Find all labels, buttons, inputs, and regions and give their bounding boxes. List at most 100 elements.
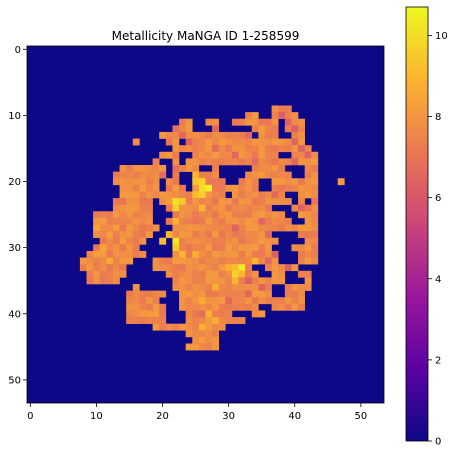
heatmap-cell [205,303,213,311]
heatmap-cell [251,184,259,192]
heatmap-cell [291,297,299,305]
heatmap-cell [278,171,286,179]
heatmap-cell [212,290,220,298]
heatmap-cell [192,178,200,186]
heatmap-cell [311,204,319,212]
heatmap-cell [192,231,200,239]
heatmap-cell [251,270,259,278]
heatmap-cell [218,198,226,205]
heatmap-cell [139,303,147,311]
heatmap-cell [112,211,120,219]
heatmap-cell [218,138,226,146]
heatmap-cell [132,297,140,305]
heatmap-cell [304,224,312,232]
heatmap-cell [284,217,292,225]
heatmap-cell [119,165,127,172]
heatmap-cell [152,290,160,298]
heatmap-cell [139,198,147,205]
heatmap-cell [185,257,193,265]
heatmap-cell [245,284,253,291]
heatmap-cell [198,198,206,205]
heatmap-cell [291,151,299,159]
heatmap-cell [311,165,319,172]
heatmap-cell [205,204,213,212]
heatmap-cell [271,237,279,245]
heatmap-cell [172,191,180,199]
heatmap-cell [245,184,253,192]
heatmap-cell [225,270,233,278]
heatmap-cell [93,257,101,265]
heatmap-cell [106,237,114,245]
heatmap-cell [231,151,239,159]
heatmap-cell [218,178,226,186]
heatmap-cell [192,323,200,331]
heatmap-cell [245,237,253,245]
heatmap-cell [225,250,233,258]
heatmap-cell [139,171,147,179]
heatmap-cell [139,217,147,225]
heatmap-cell [251,151,259,159]
heatmap-cell [225,264,233,272]
heatmap-cell [198,145,206,153]
heatmap-cell [86,277,94,285]
heatmap-cell [258,284,266,291]
heatmap-cell [238,290,246,298]
heatmap-cell [225,138,233,146]
heatmap-cell [192,310,200,318]
heatmap-cell [218,290,226,298]
heatmap-cell [251,310,259,318]
heatmap-cell [132,317,140,324]
heatmap-cell [139,224,147,232]
heatmap-cell [291,303,299,311]
heatmap-cell [185,290,193,298]
heatmap-cell [179,290,186,298]
heatmap-cell [225,231,233,239]
heatmap-cell [99,257,107,265]
heatmap-cell [93,277,101,285]
heatmap-cell [185,125,193,133]
heatmap-cell [212,224,220,232]
colorbar-tick-label: 4 [435,274,441,285]
heatmap-cell [238,204,246,212]
heatmap-cell [198,224,206,232]
y-tick-label: 0 [15,45,21,56]
heatmap-cell [106,277,114,285]
heatmap-cell [311,211,319,219]
heatmap-cell [245,257,253,265]
heatmap-cell [172,204,180,212]
heatmap-cell [251,303,259,311]
heatmap-cell [192,217,200,225]
heatmap-cell [212,237,220,245]
heatmap-cell [271,184,279,192]
heatmap-cell [304,178,312,186]
heatmap-cell [198,231,206,239]
heatmap-cell [93,270,101,278]
heatmap-cell [139,204,147,212]
heatmap-cell [218,317,226,324]
colorbar-tick-label: 0 [435,437,441,448]
x-tick-label: 10 [90,411,103,422]
heatmap-cell [185,317,193,324]
heatmap-cell [159,171,167,179]
heatmap-cell [139,184,147,192]
heatmap-cell [205,317,213,324]
heatmap-cell [278,158,286,166]
heatmap-cell [231,284,239,291]
heatmap-cell [304,284,312,291]
heatmap-cell [112,270,120,278]
heatmap-cell [311,250,319,258]
heatmap-cell [205,145,213,153]
heatmap-cell [205,217,213,225]
heatmap-cell [165,191,173,199]
heatmap-cell [251,198,259,205]
heatmap-cell [291,131,299,139]
heatmap-cell [119,184,127,192]
heatmap-cell [304,257,312,265]
heatmap-cell [198,171,206,179]
heatmap-cell [165,231,173,239]
heatmap-cell [185,303,193,311]
heatmap-cell [185,217,193,225]
heatmap-cell [265,198,272,205]
heatmap-cell [258,257,266,265]
heatmap-cell [238,284,246,291]
